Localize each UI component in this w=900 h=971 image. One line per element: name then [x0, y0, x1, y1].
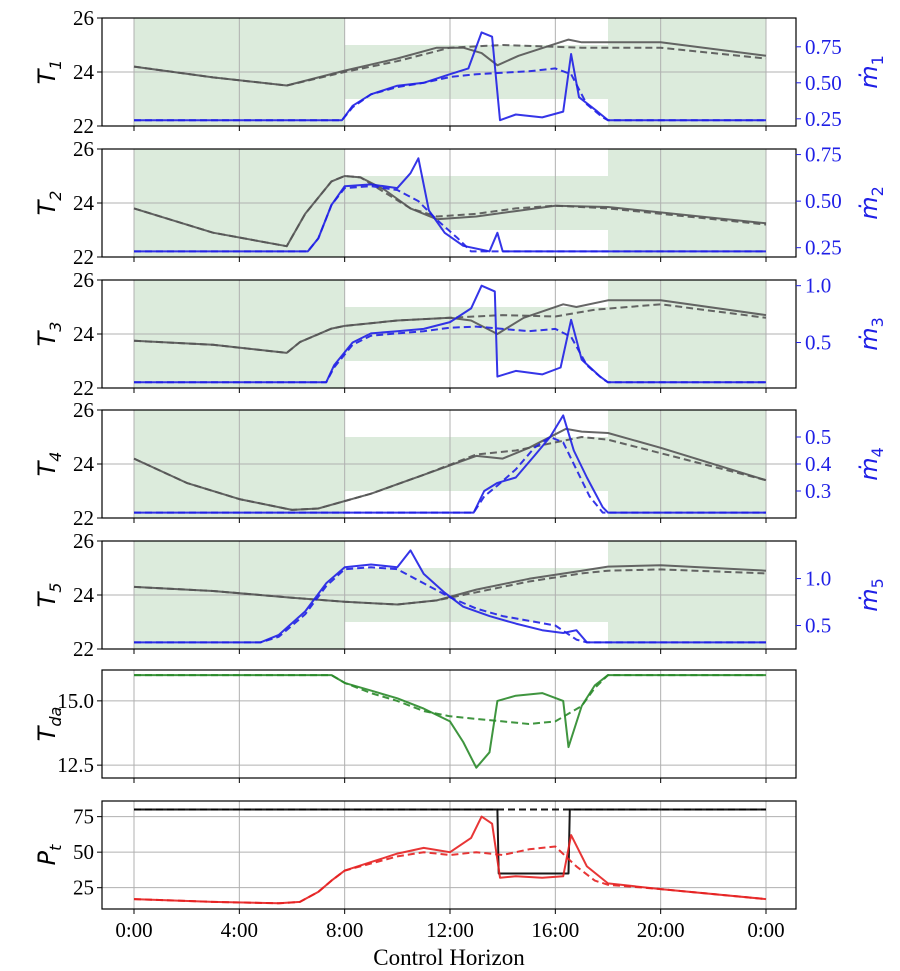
mass_flow-line-dashed — [134, 67, 766, 122]
y2-tick-label: 0.75 — [805, 35, 842, 59]
y2-tick-label: 0.4 — [805, 452, 832, 476]
axes-frame — [101, 669, 797, 779]
y-axis-label: T1 — [33, 60, 65, 85]
y-tick-label: 12.5 — [57, 753, 94, 777]
mass_flow-line-solid — [134, 157, 766, 253]
supply_air-line-solid — [134, 674, 766, 769]
y-tick-label: 26 — [73, 6, 94, 30]
y2-tick-label: 0.5 — [805, 331, 831, 355]
panel-4: 22 24 26 T4 0.3 0.4 0.5 ṁ4 — [33, 398, 887, 530]
y-tick-label: 26 — [73, 137, 94, 161]
y-tick-label: 24 — [73, 452, 95, 476]
power-line-dashed — [133, 845, 767, 905]
y-axis-label: T2 — [33, 191, 65, 216]
panel-2: 22 24 26 T2 0.25 0.50 0.75 ṁ2 — [33, 137, 887, 269]
y-axis-label: Tda — [33, 707, 65, 742]
temperature-line-solid — [133, 299, 767, 354]
y2-axis-label: ṁ2 — [855, 186, 887, 220]
y2-tick-label: 0.25 — [805, 236, 842, 260]
y-tick-label: 22 — [73, 506, 94, 530]
y2-tick-label: 0.50 — [805, 71, 842, 95]
y-tick-label: 22 — [73, 637, 94, 661]
y2-axis-label: ṁ5 — [855, 578, 887, 612]
y2-axis-label: ṁ4 — [855, 447, 887, 481]
temperature-line-solid — [133, 427, 767, 511]
temperature-line-dashed — [133, 175, 767, 248]
y-tick-label: 26 — [73, 268, 94, 292]
y-axis-label: Pt — [33, 844, 65, 865]
y2-tick-label: 1.0 — [805, 274, 831, 298]
panel-5: 22 24 26 T5 0.5 1.0 ṁ5 — [33, 529, 887, 661]
temperature-line-solid — [133, 38, 767, 87]
y2-tick-label: 0.50 — [805, 189, 842, 213]
x-tick-label: 20:00 — [637, 918, 685, 942]
y-tick-label: 24 — [73, 583, 95, 607]
y2-tick-label: 0.75 — [805, 143, 842, 167]
panel-1: 22 24 26 T1 0.25 0.50 0.75 ṁ1 — [33, 6, 887, 138]
y2-tick-label: 0.25 — [805, 107, 842, 131]
temperature-line-dashed — [133, 44, 767, 87]
panel-3: 22 24 26 T3 0.5 1.0 ṁ3 — [33, 268, 887, 400]
y2-tick-label: 0.3 — [805, 479, 831, 503]
x-tick-label: 0:00 — [115, 918, 152, 942]
y-tick-label: 50 — [73, 840, 94, 864]
y-tick-label: 24 — [73, 322, 95, 346]
mass_flow-line-dashed — [134, 436, 766, 514]
temperature-line-dashed — [133, 568, 767, 606]
mass_flow-line-dashed — [134, 566, 766, 644]
y-axis-label: T5 — [33, 583, 65, 608]
y2-tick-label: 1.0 — [805, 567, 831, 591]
x-tick-label: 0:00 — [747, 918, 784, 942]
x-tick-label: 4:00 — [221, 918, 258, 942]
x-axis-label: Control Horizon — [373, 945, 525, 970]
chart-panels: 22 24 26 T1 0.25 0.50 0.75 ṁ1 22 24 26 T2 0.25 0.50 0.… — [33, 6, 887, 942]
panel-7: 0:00 4:00 8:00 12:00 16:00 20:00 0:00 25 50 75 Pt — [33, 800, 797, 942]
x-tick-label: 8:00 — [326, 918, 363, 942]
y-tick-label: 24 — [73, 191, 95, 215]
axes-frame — [101, 800, 797, 910]
y-tick-label: 22 — [73, 114, 94, 138]
y-axis-label: T3 — [33, 322, 65, 347]
x-tick-label: 12:00 — [426, 918, 474, 942]
x-tick-label: 16:00 — [531, 918, 579, 942]
y-tick-label: 26 — [73, 529, 94, 553]
y2-axis-label: ṁ1 — [855, 55, 887, 89]
y-tick-label: 24 — [73, 60, 95, 84]
temperature-line-dashed — [133, 436, 767, 511]
y2-axis-label: ṁ3 — [855, 317, 887, 351]
mass_flow-line-dashed — [134, 325, 766, 384]
y-tick-label: 26 — [73, 398, 94, 422]
y2-tick-label: 0.5 — [805, 614, 831, 638]
mass_flow-line-solid — [134, 549, 766, 644]
y2-tick-label: 0.5 — [805, 425, 831, 449]
y-tick-label: 22 — [73, 245, 94, 269]
supply_air-line-dashed — [134, 674, 766, 725]
y-axis-label: T4 — [33, 452, 65, 477]
mass_flow-line-solid — [134, 414, 766, 514]
y-tick-label: 22 — [73, 376, 94, 400]
y-tick-label: 15.0 — [57, 689, 94, 713]
y-tick-label: 25 — [73, 876, 94, 900]
y-tick-label: 75 — [73, 805, 94, 829]
mass_flow-line-dashed — [134, 185, 766, 253]
